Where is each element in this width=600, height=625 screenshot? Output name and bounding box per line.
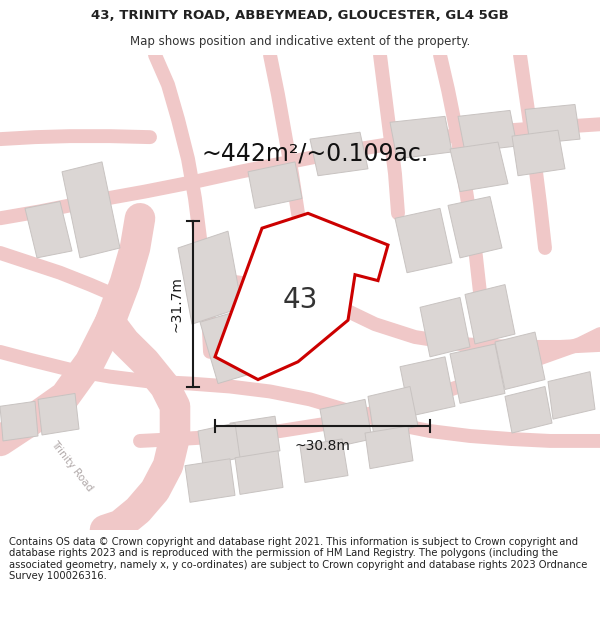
Polygon shape: [458, 111, 517, 152]
Text: Trinity Road: Trinity Road: [49, 439, 95, 493]
Polygon shape: [62, 162, 120, 258]
Text: ~31.7m: ~31.7m: [170, 276, 184, 332]
Polygon shape: [320, 399, 372, 449]
Polygon shape: [368, 386, 418, 436]
Polygon shape: [0, 401, 38, 441]
Polygon shape: [548, 372, 595, 419]
Text: ~30.8m: ~30.8m: [295, 439, 350, 453]
Polygon shape: [505, 386, 552, 433]
Polygon shape: [450, 142, 508, 191]
Polygon shape: [185, 459, 235, 503]
Text: 43, TRINITY ROAD, ABBEYMEAD, GLOUCESTER, GL4 5GB: 43, TRINITY ROAD, ABBEYMEAD, GLOUCESTER,…: [91, 9, 509, 22]
Polygon shape: [420, 298, 470, 357]
Polygon shape: [248, 162, 302, 208]
Polygon shape: [390, 116, 452, 159]
Polygon shape: [448, 196, 502, 258]
Polygon shape: [395, 208, 452, 272]
Polygon shape: [178, 231, 242, 324]
Polygon shape: [512, 130, 565, 176]
Polygon shape: [525, 104, 580, 144]
Polygon shape: [465, 284, 515, 344]
Polygon shape: [300, 439, 348, 483]
Polygon shape: [38, 394, 79, 435]
Polygon shape: [215, 213, 388, 379]
Text: Contains OS data © Crown copyright and database right 2021. This information is : Contains OS data © Crown copyright and d…: [9, 537, 587, 581]
Polygon shape: [400, 357, 455, 416]
Polygon shape: [450, 344, 505, 403]
Polygon shape: [198, 423, 240, 466]
Text: Map shows position and indicative extent of the property.: Map shows position and indicative extent…: [130, 35, 470, 48]
Polygon shape: [235, 451, 283, 494]
Polygon shape: [310, 132, 368, 176]
Text: 43: 43: [283, 286, 317, 314]
Polygon shape: [365, 426, 413, 469]
Polygon shape: [230, 416, 280, 459]
Text: ~442m²/~0.109ac.: ~442m²/~0.109ac.: [202, 142, 428, 166]
Polygon shape: [495, 332, 545, 389]
Polygon shape: [200, 310, 258, 384]
Polygon shape: [25, 201, 72, 258]
